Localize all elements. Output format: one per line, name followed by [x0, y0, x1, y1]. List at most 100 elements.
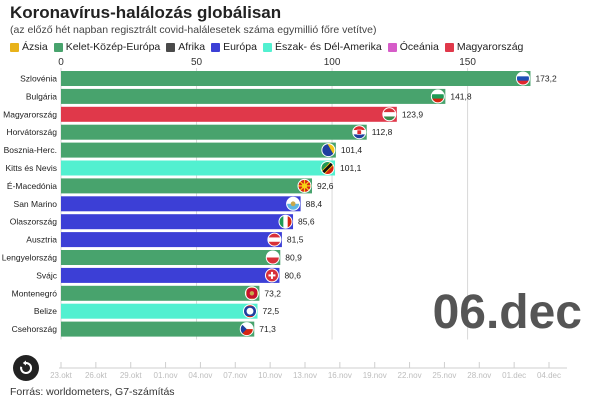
date-label: 06.dec [432, 286, 582, 339]
value-label: 173,2 [535, 74, 557, 84]
category-label: Magyarország [3, 109, 57, 119]
bar [61, 160, 336, 176]
bar-row: Montenegró 73,2 [12, 285, 281, 301]
bar [61, 88, 446, 104]
timeline-label: 13.nov [293, 371, 317, 380]
value-label: 72,5 [263, 306, 280, 316]
bar-row: Belize 72,5 [34, 303, 280, 319]
value-label: 101,4 [341, 145, 363, 155]
timeline-label: 19.nov [363, 371, 387, 380]
slovenia-flag-icon [515, 71, 530, 86]
timeline-label: 28.nov [467, 371, 491, 380]
timeline-label: 07.nov [223, 371, 247, 380]
legend-item: Magyarország [444, 41, 523, 53]
timeline-label: 29.okt [120, 371, 143, 380]
bar [61, 303, 258, 319]
timeline-label: 04.dec [537, 371, 561, 380]
category-label: Lengyelország [2, 253, 58, 263]
bar-row: Horvátország 112,8 [6, 124, 393, 140]
value-label: 85,6 [298, 217, 315, 227]
san-marino-flag-icon [286, 196, 301, 211]
legend-swatch [387, 42, 397, 52]
legend-swatch [53, 42, 63, 52]
bars: Szlovénia 173,2 Bulgária 141,8 Magyarország 1… [2, 71, 557, 337]
bar [61, 178, 312, 194]
category-label: Bosznia-Herc. [4, 145, 57, 155]
value-label: 80,6 [284, 270, 301, 280]
hungary-flag-icon [382, 107, 397, 122]
legend-swatch [444, 42, 454, 52]
bar-row: Bulgária 141,8 [26, 88, 472, 104]
legend-item: Kelet-Közép-Európa [53, 41, 160, 53]
montenegro-flag-icon [244, 286, 259, 301]
value-label: 112,8 [372, 127, 393, 137]
saint-kitts-flag-icon [320, 161, 335, 175]
bar-row: Olaszország 85,6 [10, 214, 315, 230]
category-label: É-Macedónia [7, 181, 57, 191]
bar [61, 196, 301, 212]
legend-item: Európa [211, 41, 257, 53]
timeline-label: 16.nov [328, 371, 352, 380]
value-label: 71,3 [259, 324, 276, 334]
bar-row: Bosznia-Herc. 101,4 [4, 142, 363, 158]
bar [61, 321, 255, 337]
legend-item: Óceánia [387, 41, 439, 53]
timeline-label: 01.nov [154, 371, 178, 380]
timeline-label: 01.dec [502, 371, 526, 380]
bar [61, 285, 260, 301]
timeline-label: 22.nov [398, 371, 422, 380]
category-label: Csehország [12, 324, 58, 334]
bar [61, 214, 294, 230]
bar-row: É-Macedónia 92,6 [7, 178, 334, 194]
category-label: San Marino [14, 199, 58, 209]
north-macedonia-flag-icon [297, 178, 312, 193]
legend-label: Európa [223, 41, 257, 53]
timeline-label: 10.nov [258, 371, 282, 380]
value-label: 88,4 [306, 199, 323, 209]
timeline-label: 26.okt [85, 371, 108, 380]
value-label: 92,6 [317, 181, 334, 191]
value-label: 81,5 [287, 235, 304, 245]
italy-flag-icon [278, 214, 293, 229]
value-label: 73,2 [264, 288, 281, 298]
x-tick-labels: 0 50 100 150 [58, 57, 476, 68]
category-label: Bulgária [26, 91, 57, 101]
category-label: Montenegró [12, 288, 58, 298]
x-tick-label: 100 [324, 57, 341, 68]
legend-label: Afrika [178, 41, 206, 53]
bar [61, 124, 367, 140]
czechia-flag-icon [239, 322, 254, 337]
x-tick-label: 50 [191, 57, 203, 68]
chart-title: Koronavírus-halálozás globálisan [10, 3, 282, 22]
legend-swatch [10, 42, 19, 52]
replay-button[interactable] [13, 355, 39, 381]
bar-row: Szlovénia 173,2 [20, 71, 557, 86]
bar-row: Kitts és Nevis 101,1 [6, 160, 362, 176]
source-note: Forrás: worldometers, G7-számítás [10, 386, 175, 398]
austria-flag-icon [267, 232, 282, 247]
bar [61, 71, 531, 86]
poland-flag-icon [265, 250, 280, 265]
bar-row: Ausztria 81,5 [26, 232, 304, 248]
category-label: Kitts és Nevis [6, 163, 58, 173]
replay-icon [20, 360, 32, 374]
category-label: Svájc [36, 270, 58, 280]
category-label: Szlovénia [20, 74, 57, 84]
bar [61, 232, 282, 248]
bar-row: Lengyelország 80,9 [2, 250, 302, 265]
bar [61, 142, 336, 158]
category-label: Olaszország [10, 217, 58, 227]
chart-subtitle: (az előző hét napban regisztrált covid-h… [10, 24, 377, 36]
legend-label: Óceánia [399, 41, 439, 53]
value-label: 123,9 [402, 109, 424, 119]
legend-item: Észak- és Dél-Amerika [262, 41, 382, 53]
value-label: 141,8 [450, 91, 472, 101]
legend-swatch [262, 42, 272, 52]
legend-item: Afrika [166, 41, 205, 53]
bar [61, 106, 397, 122]
legend-swatch [166, 42, 176, 52]
legend-label: Észak- és Dél-Amerika [274, 41, 382, 53]
timeline: 23.okt 26.okt 29.okt 01.nov 04.nov 07.nov 10.n… [50, 362, 567, 380]
belize-flag-icon [243, 304, 258, 319]
